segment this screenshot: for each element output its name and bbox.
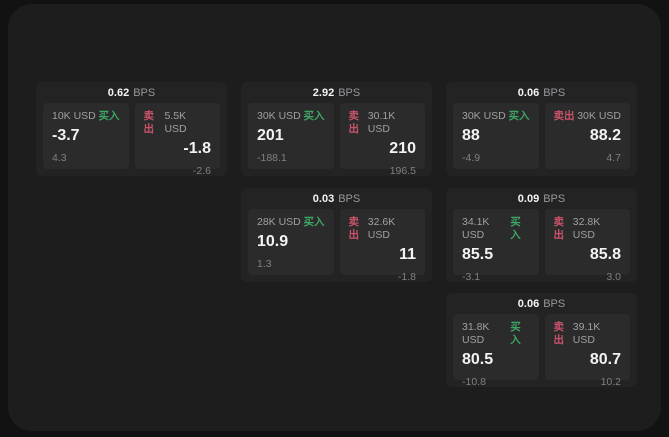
buy-value: 10.9: [257, 233, 289, 250]
buy-quote-cell[interactable]: 30K USD 买入 201 -188.1: [248, 103, 334, 169]
bps-value: 0.06: [517, 86, 540, 99]
sell-quote-cell[interactable]: 卖出 32.6K USD 11 -1.8: [339, 209, 425, 283]
bps-value: 0.09: [517, 192, 540, 205]
card-header: 0.62 BPS: [43, 82, 220, 103]
quote-card: 0.03 BPS 28K USD 买入 10.9 1.3 卖出 32.6K USD…: [241, 188, 432, 283]
buy-tag: 买入: [510, 321, 521, 346]
bps-suffix-label: BPS: [543, 192, 566, 205]
buy-value: 80.5: [462, 351, 494, 368]
bps-suffix-label: BPS: [543, 86, 566, 99]
buy-value: -3.7: [52, 127, 80, 144]
sell-value: 11: [399, 246, 416, 263]
sell-delta: 196.5: [389, 165, 416, 177]
sell-quote-cell[interactable]: 卖出 30.1K USD 210 196.5: [339, 103, 425, 177]
quote-card: 0.06 BPS 31.8K USD 买入 80.5 -10.8 卖出 39.1K…: [446, 293, 637, 388]
card-header: 0.06 BPS: [453, 293, 630, 314]
app-panel: 0.62 BPS 10K USD 买入 -3.7 4.3 卖出 5.5K USD …: [8, 4, 661, 431]
sell-value: 85.8: [589, 246, 621, 263]
bps-value: 2.92: [312, 86, 335, 99]
sell-size: 5.5K USD: [164, 110, 187, 135]
buy-value: 88: [462, 127, 480, 144]
buy-delta: -4.9: [462, 152, 481, 164]
sell-value: -1.8: [183, 140, 211, 157]
buy-tag: 买入: [303, 110, 325, 122]
buy-delta: 1.3: [257, 258, 272, 270]
bps-suffix-label: BPS: [543, 297, 566, 310]
bps-suffix-label: BPS: [338, 86, 361, 99]
buy-quote-cell[interactable]: 28K USD 买入 10.9 1.3: [248, 209, 334, 275]
buy-value: 85.5: [462, 246, 494, 263]
buy-size: 30K USD: [257, 110, 301, 122]
buy-size: 31.8K USD: [462, 321, 490, 346]
sell-tag: 卖出: [553, 216, 565, 241]
buy-tag: 买入: [98, 110, 120, 122]
sell-size: 32.6K USD: [367, 216, 396, 241]
sell-tag: 卖出: [348, 110, 360, 135]
quote-card: 0.06 BPS 30K USD 买入 88 -4.9 卖出 30K USD 88…: [446, 82, 637, 176]
sell-tag: 卖出: [143, 110, 155, 135]
card-header: 0.09 BPS: [453, 188, 630, 209]
sell-quote-cell[interactable]: 卖出 39.1K USD 80.7 10.2: [544, 314, 630, 388]
sell-value: 88.2: [589, 127, 621, 144]
buy-quote-cell[interactable]: 31.8K USD 买入 80.5 -10.8: [453, 314, 539, 388]
sell-delta: -1.8: [397, 271, 416, 283]
sell-value: 80.7: [589, 351, 621, 368]
sell-size: 32.8K USD: [572, 216, 601, 241]
buy-tag: 买入: [510, 216, 521, 241]
buy-quote-cell[interactable]: 30K USD 买入 88 -4.9: [453, 103, 539, 169]
sell-size: 30K USD: [577, 110, 621, 122]
buy-tag: 买入: [303, 216, 325, 228]
sell-size: 39.1K USD: [572, 321, 601, 346]
buy-size: 30K USD: [462, 110, 506, 122]
buy-size: 28K USD: [257, 216, 301, 228]
bps-value: 0.06: [517, 297, 540, 310]
sell-quote-cell[interactable]: 卖出 32.8K USD 85.8 3.0: [544, 209, 630, 283]
card-header: 2.92 BPS: [248, 82, 425, 103]
sell-tag: 卖出: [553, 110, 575, 122]
buy-size: 34.1K USD: [462, 216, 490, 241]
buy-size: 10K USD: [52, 110, 96, 122]
buy-delta: -188.1: [257, 152, 287, 164]
sell-delta: 3.0: [606, 271, 621, 283]
card-header: 0.03 BPS: [248, 188, 425, 209]
bps-value: 0.03: [312, 192, 335, 205]
sell-tag: 卖出: [348, 216, 360, 241]
buy-delta: -10.8: [462, 376, 486, 388]
buy-value: 201: [257, 127, 284, 144]
buy-quote-cell[interactable]: 34.1K USD 买入 85.5 -3.1: [453, 209, 539, 283]
sell-size: 30.1K USD: [367, 110, 396, 135]
sell-delta: 10.2: [600, 376, 621, 388]
quote-card: 2.92 BPS 30K USD 买入 201 -188.1 卖出 30.1K U…: [241, 82, 432, 177]
sell-tag: 卖出: [553, 321, 565, 346]
bps-value: 0.62: [107, 86, 130, 99]
sell-quote-cell[interactable]: 卖出 30K USD 88.2 4.7: [544, 103, 630, 169]
buy-delta: 4.3: [52, 152, 67, 164]
sell-quote-cell[interactable]: 卖出 5.5K USD -1.8 -2.6: [134, 103, 220, 177]
sell-value: 210: [389, 140, 416, 157]
quote-card: 0.62 BPS 10K USD 买入 -3.7 4.3 卖出 5.5K USD …: [36, 82, 227, 177]
buy-delta: -3.1: [462, 271, 481, 283]
buy-tag: 买入: [508, 110, 530, 122]
sell-delta: 4.7: [606, 152, 621, 164]
bps-suffix-label: BPS: [338, 192, 361, 205]
quote-card: 0.09 BPS 34.1K USD 买入 85.5 -3.1 卖出 32.8K …: [446, 188, 637, 283]
buy-quote-cell[interactable]: 10K USD 买入 -3.7 4.3: [43, 103, 129, 169]
sell-delta: -2.6: [192, 165, 211, 177]
bps-suffix-label: BPS: [133, 86, 156, 99]
card-header: 0.06 BPS: [453, 82, 630, 103]
